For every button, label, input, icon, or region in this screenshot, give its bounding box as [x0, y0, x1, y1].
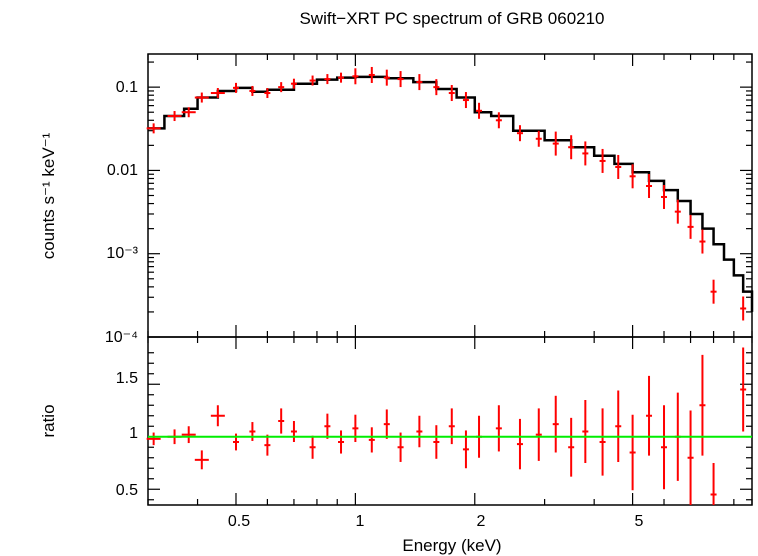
spectrum-frame — [147, 53, 753, 338]
ratio-data-point — [661, 405, 668, 490]
y-tick-label-0.01: 0.01 — [107, 162, 138, 179]
spectrum-data-point — [181, 107, 196, 118]
spectrum-data-point — [324, 74, 331, 85]
ratio-data-point — [264, 434, 271, 456]
ratio-panel: 1.5 1 0.5 ratio — [39, 336, 753, 506]
ratio-data-point — [309, 435, 316, 459]
ratio-data-point — [646, 375, 653, 456]
ratio-data-point — [433, 425, 440, 459]
ratio-x-ticks — [147, 337, 753, 505]
ratio-frame — [147, 336, 753, 506]
ratio-data-point — [740, 347, 747, 432]
spectrum-data-point — [535, 130, 542, 147]
ratio-y-tick-label-1.5: 1.5 — [116, 370, 138, 387]
ratio-data-point — [495, 405, 502, 452]
ratio-data-point — [352, 414, 359, 442]
spectrum-data-point — [661, 184, 668, 209]
ratio-data-point — [568, 417, 575, 477]
spectrum-data-point — [397, 71, 404, 88]
spectrum-data-point — [476, 102, 483, 119]
spectrum-data-point — [309, 75, 316, 86]
ratio-data-point — [194, 450, 209, 470]
ratio-data-point — [146, 432, 161, 446]
ratio-data-point — [416, 415, 423, 448]
spectrum-data-point — [146, 123, 161, 134]
ratio-data-point — [599, 408, 606, 476]
ratio-data-point — [582, 400, 589, 463]
ratio-data-point — [535, 408, 542, 461]
ratio-data-point — [383, 409, 390, 439]
x-tick-label-2: 2 — [477, 513, 486, 530]
spectrum-data-point — [699, 229, 706, 254]
ratio-data-point — [687, 410, 694, 505]
spectrum-data-point — [615, 154, 622, 179]
y-tick-label-1e-4: 10⁻⁴ — [105, 329, 138, 346]
ratio-data-point — [210, 405, 225, 427]
ratio-data-point — [324, 413, 331, 439]
spectrum-data-point — [338, 72, 345, 83]
spectrum-data-point — [352, 68, 359, 85]
spectrum-data-point — [646, 174, 653, 199]
spectrum-data-point — [687, 214, 694, 239]
spectrum-data-point — [210, 88, 225, 99]
spectrum-data-point — [368, 66, 375, 83]
spectrum-data-point — [249, 85, 256, 96]
spectrum-data-point — [167, 111, 182, 122]
spectrum-data-point — [582, 141, 589, 166]
chart-title: Swift−XRT PC spectrum of GRB 060210 — [299, 9, 604, 28]
model-step-line — [148, 75, 754, 312]
spectrum-data-point — [462, 92, 469, 109]
spectrum-data-point — [290, 78, 297, 89]
ratio-data-point — [629, 414, 636, 491]
spectrum-panel: 0.1 0.01 10⁻³ 10⁻⁴ counts s⁻¹ keV⁻¹ — [39, 53, 754, 346]
ratio-y-tick-label-1: 1 — [129, 425, 138, 442]
ratio-data-point — [552, 395, 559, 453]
spectrum-y-ticks — [148, 61, 752, 338]
spectrum-data-point — [194, 92, 209, 103]
spectrum-data-point — [264, 88, 271, 99]
x-tick-label-1: 1 — [356, 513, 365, 530]
spectrum-data-point — [568, 135, 575, 160]
spectrum-data-point — [278, 82, 285, 93]
spectrum-data-point — [232, 82, 239, 93]
ratio-data-point — [368, 427, 375, 453]
spectrum-data-point — [674, 199, 681, 224]
x-axis-title: Energy (keV) — [402, 536, 501, 555]
spectrum-y-axis-title: counts s⁻¹ keV⁻¹ — [39, 132, 58, 259]
ratio-data-point — [249, 422, 256, 441]
spectrum-data-point — [516, 125, 523, 142]
spectrum-data-point — [448, 85, 455, 102]
spectrum-x-ticks — [147, 54, 753, 337]
x-tick-label-0.5: 0.5 — [228, 513, 250, 530]
spectrum-data-point — [629, 164, 636, 189]
ratio-y-tick-label-0.5: 0.5 — [116, 482, 138, 499]
ratio-data-point — [516, 418, 523, 470]
spectrum-data-point — [416, 74, 423, 91]
spectrum-data-point — [552, 131, 559, 156]
ratio-data-point — [278, 408, 285, 434]
ratio-data-point — [699, 354, 706, 456]
ratio-data-point — [181, 426, 196, 444]
spectrum-data-point — [740, 296, 747, 321]
spectrum-data-point — [599, 148, 606, 173]
spectrum-data-point — [433, 79, 440, 96]
ratio-data-point — [448, 408, 455, 445]
x-tick-label-5: 5 — [635, 513, 644, 530]
ratio-data-point — [615, 390, 622, 462]
spectrum-data-points — [146, 66, 747, 321]
y-tick-label-0.1: 0.1 — [116, 79, 138, 96]
ratio-data-point — [338, 430, 345, 454]
spectrum-data-point — [495, 112, 502, 129]
y-tick-label-1e-3: 10⁻³ — [106, 245, 138, 262]
model-curve — [148, 75, 754, 312]
ratio-data-point — [290, 421, 297, 442]
ratio-data-point — [710, 463, 717, 505]
spectrum-data-point — [383, 69, 390, 86]
spectrum-data-point — [710, 279, 717, 304]
ratio-data-points — [146, 347, 747, 505]
ratio-y-axis-title: ratio — [39, 404, 58, 437]
